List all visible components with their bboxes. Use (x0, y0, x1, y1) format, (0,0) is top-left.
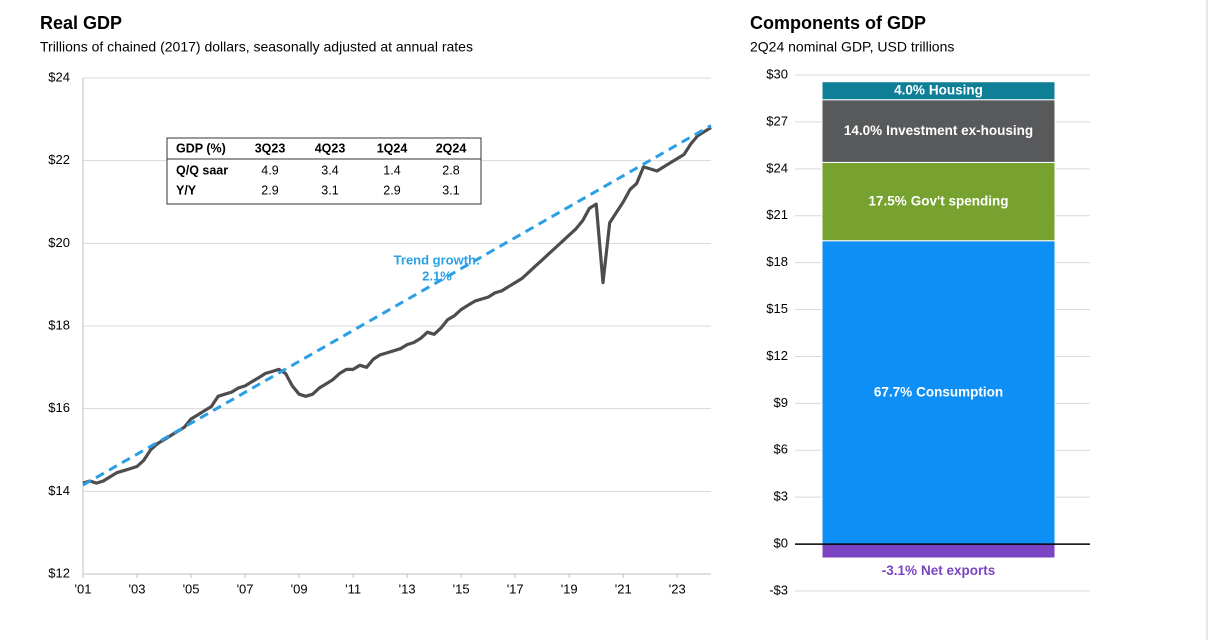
table-header: 4Q23 (315, 141, 346, 155)
table-header: 2Q24 (436, 141, 467, 155)
bar-segment (821, 161, 1056, 242)
bar-segment (821, 240, 1056, 545)
y-tick-label: $3 (774, 489, 788, 504)
bar-segment (821, 543, 1056, 559)
x-tick-label: '11 (345, 581, 361, 596)
x-tick-label: '07 (237, 581, 254, 596)
x-tick-label: '09 (291, 581, 308, 596)
chart-title: Real GDP (40, 13, 122, 33)
y-tick-label: $0 (774, 536, 788, 551)
y-tick-label: $12 (766, 348, 788, 363)
segment-name: Gov't spending (911, 193, 1009, 208)
table-cell: 2.9 (383, 183, 400, 197)
table-border (166, 137, 482, 205)
x-tick-label: '05 (183, 581, 200, 596)
segment-name: Net exports (921, 563, 995, 578)
y-tick-label: $15 (766, 301, 788, 316)
y-tick-label: $27 (766, 113, 788, 128)
y-tick-label: $14 (48, 483, 70, 498)
table-cell: 3.1 (321, 183, 338, 197)
chart-subtitle: 2Q24 nominal GDP, USD trillions (750, 39, 954, 55)
gdp-table: GDP (%) 3Q23 4Q23 1Q24 2Q24 Q/Q saar 4.9 3.4 1.4… (166, 137, 482, 205)
segment-label: 17.5% Gov't spending (869, 193, 1009, 208)
segment-share: 4.0% (894, 82, 925, 97)
table-cell: 3.4 (321, 163, 338, 177)
table-cell: Q/Q saar (176, 163, 228, 177)
y-tick-label: $18 (766, 254, 788, 269)
gdp-line (82, 126, 712, 485)
x-tick-label: '15 (453, 581, 470, 596)
table-cell: 1.4 (383, 163, 400, 177)
segment-share: 17.5% (869, 193, 907, 208)
table-cell: 3.1 (442, 183, 459, 197)
segment-label: -3.1% Net exports (882, 563, 996, 578)
table-header: 3Q23 (255, 141, 286, 155)
table-cell: 2.9 (261, 183, 278, 197)
bar-segment (821, 99, 1056, 163)
annotation: 2.1% (422, 268, 452, 283)
bar-segment (821, 81, 1056, 101)
x-tick-label: '01 (75, 581, 92, 596)
segment-share: 67.7% (874, 384, 912, 399)
segment-label: 14.0% Investment ex-housing (844, 123, 1033, 138)
segment-name: Investment ex-housing (886, 123, 1033, 138)
trend-line (82, 124, 712, 487)
segment-label: 67.7% Consumption (874, 384, 1003, 399)
annotation: Trend growth: (394, 252, 481, 267)
x-tick-label: '17 (507, 581, 524, 596)
y-tick-label: $16 (48, 400, 70, 415)
segment-label: 4.0% Housing (894, 82, 983, 97)
y-tick-label: $9 (774, 395, 788, 410)
table-cell: 4.9 (261, 163, 278, 177)
y-tick-label: $24 (48, 69, 70, 84)
segment-share: 14.0% (844, 123, 882, 138)
table-cell: 2.8 (442, 163, 459, 177)
segment-name: Housing (929, 82, 983, 97)
x-tick-label: '23 (669, 581, 686, 596)
chart-subtitle: Trillions of chained (2017) dollars, sea… (40, 39, 473, 55)
segment-share: -3.1% (882, 563, 917, 578)
chart-title: Components of GDP (750, 13, 926, 33)
y-tick-label: $30 (766, 66, 788, 81)
x-tick-label: '21 (615, 581, 632, 596)
y-tick-label: $12 (48, 565, 70, 580)
y-tick-label: $18 (48, 317, 70, 332)
x-tick-label: '13 (399, 581, 416, 596)
y-tick-label: $20 (48, 235, 70, 250)
x-tick-label: '19 (561, 581, 578, 596)
x-tick-label: '03 (129, 581, 146, 596)
y-tick-label: $6 (774, 442, 788, 457)
table-cell: Y/Y (176, 183, 197, 197)
y-tick-label: $22 (48, 152, 70, 167)
segment-name: Consumption (916, 384, 1003, 399)
y-tick-label: $24 (766, 160, 788, 175)
table-header: GDP (%) (176, 141, 226, 155)
table-header: 1Q24 (377, 141, 408, 155)
y-tick-label: $21 (766, 207, 788, 222)
y-tick-label: -$3 (769, 582, 788, 597)
